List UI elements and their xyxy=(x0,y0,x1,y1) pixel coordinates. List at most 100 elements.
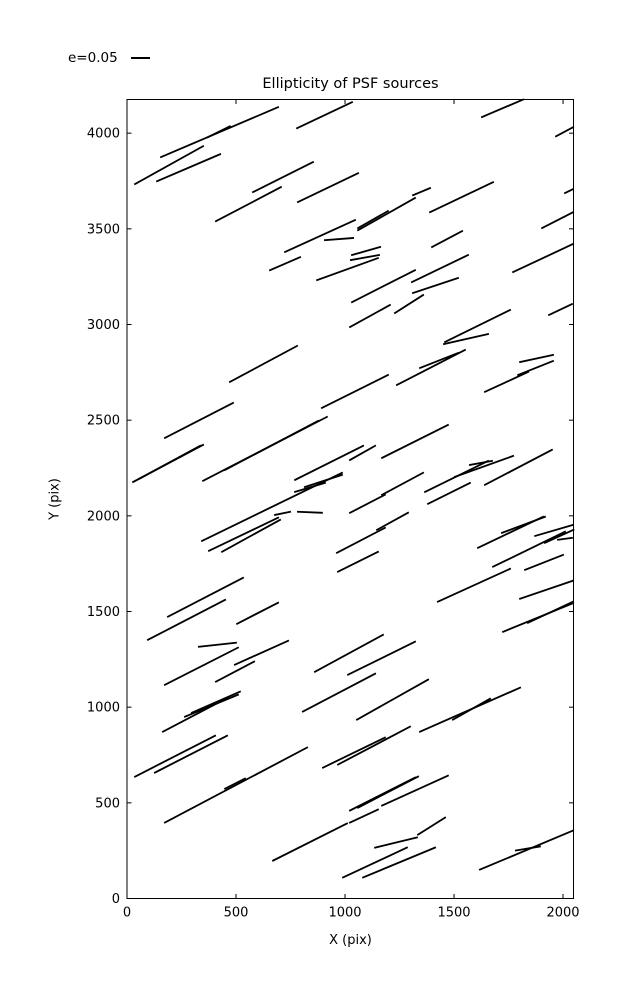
ellipticity-whisker xyxy=(518,579,575,600)
axes-layer xyxy=(126,99,574,899)
ellipticity-whisker xyxy=(271,822,349,862)
ellipticity-whisker xyxy=(554,126,575,138)
ellipticity-whisker xyxy=(361,846,437,879)
x-tick-label: 1000 xyxy=(328,906,361,921)
ellipticity-whisker xyxy=(483,448,554,487)
ellipticity-whisker xyxy=(534,523,575,538)
ellipticity-whisker xyxy=(207,516,280,553)
ellipticity-whisker xyxy=(426,481,472,505)
ellipticity-whisker xyxy=(416,816,447,836)
ellipticity-whisker xyxy=(220,518,282,554)
ellipticity-whisker xyxy=(346,640,417,676)
segments-layer xyxy=(131,98,575,879)
ellipticity-whisker xyxy=(200,471,344,543)
ellipticity-whisker xyxy=(137,444,202,481)
y-tick-label: 1000 xyxy=(87,701,120,716)
y-tick-label: 4000 xyxy=(87,127,120,142)
ellipticity-whisker xyxy=(214,185,283,223)
ellipticity-whisker xyxy=(206,125,232,139)
ellipticity-whisker xyxy=(315,256,380,282)
ellipticity-whisker xyxy=(163,646,240,686)
ellipticity-whisker xyxy=(547,302,574,317)
ellipticity-whisker xyxy=(349,254,381,262)
axes-spines xyxy=(126,99,574,899)
ellipticity-whisker xyxy=(223,419,320,472)
ellipticity-whisker xyxy=(526,600,575,624)
ellipticity-whisker xyxy=(418,351,460,370)
ellipticity-whisker xyxy=(453,454,515,478)
ellipticity-whisker xyxy=(411,276,460,295)
ellipticity-whisker xyxy=(442,332,490,346)
ellipticity-whisker xyxy=(476,515,545,549)
ellipticity-whisker xyxy=(480,98,525,119)
ellipticity-whisker xyxy=(563,187,575,195)
y-tick-label: 2500 xyxy=(87,414,120,429)
ellipticity-whisker xyxy=(190,690,242,714)
ellipticity-whisker xyxy=(356,209,390,230)
legend-line-sample xyxy=(130,57,150,59)
ellipticity-whisker xyxy=(356,196,417,232)
ellipticity-whisker xyxy=(301,672,377,713)
tick-labels-layer: 0 500 1000 1500 2000 0 500 1000 1500 2000 2500 3000… xyxy=(87,127,580,921)
ellipticity-whisker xyxy=(133,734,217,778)
ellipticity-whisker xyxy=(133,144,205,186)
ellipticity-whisker xyxy=(375,511,410,532)
ellipticity-whisker xyxy=(350,245,382,257)
x-tick-label: 1500 xyxy=(437,906,470,921)
ellipticity-whisker xyxy=(161,696,230,733)
ellipticity-whisker xyxy=(155,153,222,183)
ellipticity-whisker xyxy=(323,237,355,242)
ellipticity-whisker xyxy=(410,253,470,284)
y-tick-label: 1500 xyxy=(87,605,120,620)
ellipticity-whisker xyxy=(223,777,247,790)
ellipticity-whisker xyxy=(228,344,299,384)
ellipticity-whisker xyxy=(430,229,464,249)
y-axis-label: Y (pix) xyxy=(47,478,63,520)
ellipticity-whisker xyxy=(166,576,245,618)
ellipticity-whisker xyxy=(251,160,315,194)
ellipticity-whisker xyxy=(443,308,512,344)
y-tick-label: 500 xyxy=(95,796,120,811)
ellipticity-whisker xyxy=(428,180,495,214)
ellipticity-whisker xyxy=(273,510,292,516)
ellipticity-whisker xyxy=(374,836,419,849)
ellipticity-whisker xyxy=(233,639,290,666)
ellipticity-whisker xyxy=(380,423,450,460)
ellipticity-whisker xyxy=(540,210,575,230)
x-tick-label: 2000 xyxy=(546,906,579,921)
chart-title: Ellipticity of PSF sources xyxy=(262,76,439,92)
ellipticity-whisker xyxy=(235,601,280,625)
ellipticity-whisker xyxy=(411,186,432,197)
ellipticity-whisker xyxy=(350,268,417,304)
ellipticity-whisker xyxy=(296,510,323,514)
ellipticity-whisker xyxy=(146,598,227,642)
legend: e=0.05 xyxy=(68,50,150,66)
ellipticity-whisker xyxy=(436,567,512,603)
ellipticity-whisker xyxy=(451,697,492,721)
ellipticity-whisker xyxy=(491,530,567,568)
ellipticity-whisker xyxy=(341,846,409,879)
ellipticity-whisker xyxy=(348,444,377,462)
ellipticity-whisker xyxy=(320,373,390,410)
ellipticity-whisker xyxy=(295,100,354,130)
ellipticity-whisker xyxy=(293,444,365,482)
ellipticity-whisker xyxy=(468,459,494,466)
x-tick-label: 0 xyxy=(123,906,131,921)
legend-label: e=0.05 xyxy=(68,50,118,66)
x-axis-label: X (pix) xyxy=(329,933,372,948)
ellipticity-whisker xyxy=(523,553,565,571)
ellipticity-whisker xyxy=(519,353,555,364)
ellipticity-whisker xyxy=(321,736,387,769)
ellipticity-whisker xyxy=(336,550,380,573)
ellipticity-whisker xyxy=(268,255,302,272)
ellipticity-whisker xyxy=(557,536,573,541)
ellipticity-whisker xyxy=(214,660,256,683)
ellipticity-whisker xyxy=(478,829,575,871)
ellipticity-whisker xyxy=(395,348,467,387)
ellipticity-whisker xyxy=(483,370,530,394)
ellipticity-whisker xyxy=(163,401,235,440)
y-tick-label: 3500 xyxy=(87,222,120,237)
ellipticity-whisker xyxy=(283,218,357,254)
ellipticity-whisker xyxy=(296,171,360,204)
